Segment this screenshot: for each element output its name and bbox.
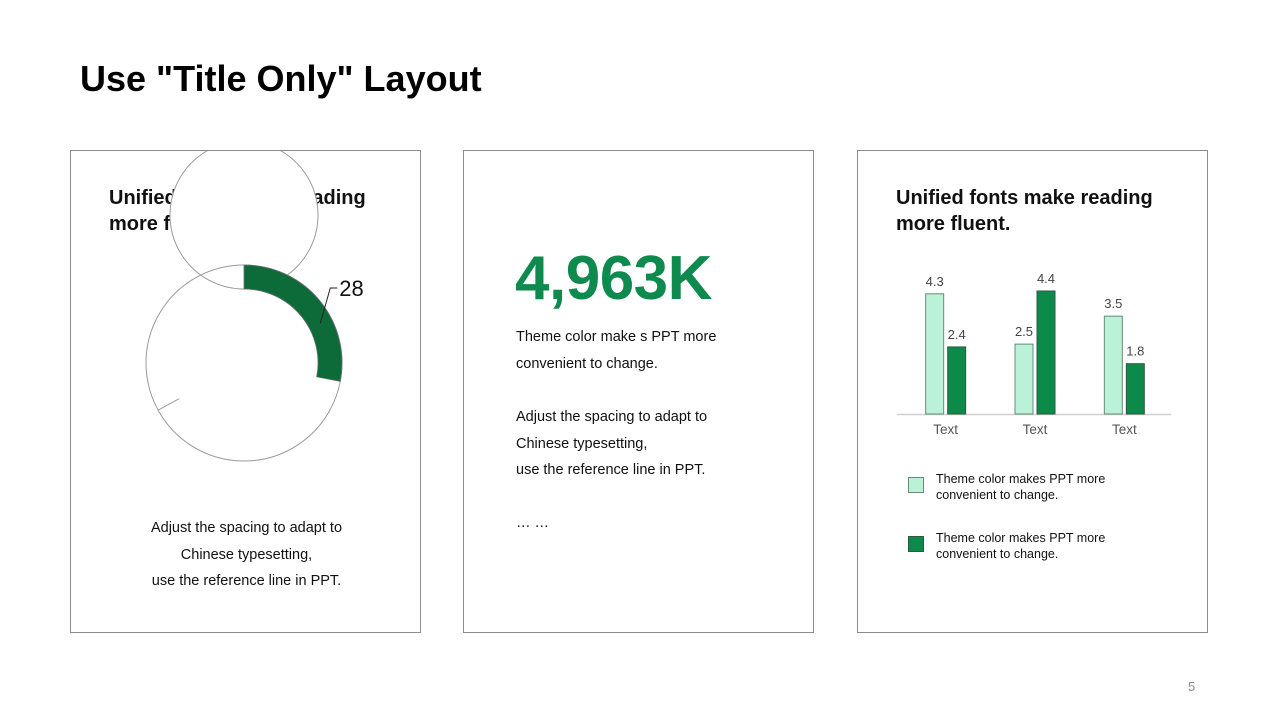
- data-label: 3.5: [1104, 296, 1122, 311]
- note-line1: Adjust the spacing to adapt to: [516, 409, 708, 425]
- legend-label: Theme color makes PPT more convenient to…: [936, 530, 1166, 562]
- stat-card: 4,963K Theme color make s PPT more conve…: [463, 150, 814, 633]
- donut-card: Unified fonts make reading more fluent. …: [70, 150, 421, 633]
- legend-swatch-light: [908, 477, 924, 493]
- bar-series1-cat1: [925, 293, 945, 415]
- x-tick-label: Text: [1023, 422, 1048, 437]
- x-tick-label: Text: [1112, 422, 1137, 437]
- legend-swatch-dark: [908, 536, 924, 552]
- bar-series1-cat2: [1014, 343, 1034, 415]
- stat-description: Theme color make s PPT more convenient t…: [516, 324, 796, 377]
- legend-label-line1: Theme color makes PPT more: [936, 472, 1106, 486]
- bar-series2-cat1: [947, 346, 967, 415]
- legend-label-line2: convenient to change.: [936, 547, 1059, 561]
- note-line2: Chinese typesetting,: [516, 435, 648, 452]
- card-heading-line2: more fluent.: [896, 213, 1011, 235]
- note-line3: use the reference line in PPT.: [516, 462, 706, 478]
- big-number: 4,963K: [515, 244, 712, 313]
- legend-label-line2: convenient to change.: [936, 488, 1059, 502]
- bar-series1-cat3: [1103, 315, 1123, 415]
- stat-note: Adjust the spacing to adapt to Chinese t…: [516, 404, 796, 484]
- donut-segment-divider: [157, 398, 180, 411]
- data-label: 4.4: [1037, 271, 1055, 286]
- bar-chart-card: Unified fonts make reading more fluent. …: [857, 150, 1208, 633]
- caption-line1: Adjust the spacing to adapt to: [150, 520, 343, 536]
- caption-line2: Chinese typesetting,: [180, 546, 313, 563]
- bar-series2-cat3: [1125, 363, 1145, 415]
- slide-title: Use "Title Only" Layout: [80, 58, 482, 99]
- caption-line3: use the reference line in PPT.: [151, 573, 342, 589]
- data-label: 1.8: [1126, 344, 1144, 359]
- x-tick-label: Text: [933, 422, 958, 437]
- desc-line2: convenient to change.: [516, 355, 658, 372]
- donut-leader-line: [319, 287, 338, 324]
- data-label: 2.4: [948, 327, 966, 342]
- legend-label: Theme color makes PPT more convenient to…: [936, 471, 1166, 503]
- donut-value-label: 28: [339, 276, 363, 301]
- bar-series2-cat2: [1036, 290, 1056, 415]
- desc-line1: Theme color make s PPT more: [516, 329, 717, 345]
- data-label: 4.3: [926, 274, 944, 289]
- donut-caption: Adjust the spacing to adapt to Chinese t…: [71, 515, 422, 595]
- card-heading-line1: Unified fonts make reading: [896, 187, 1153, 209]
- legend-label-line1: Theme color makes PPT more: [936, 531, 1106, 545]
- donut-chart: 28: [145, 151, 364, 462]
- bar-chart: 4.3 2.4 Text 2.5 4.4 Text 3.5 1.8 Text: [897, 271, 1171, 437]
- page-number: 5: [1188, 679, 1196, 694]
- data-label: 2.5: [1015, 324, 1033, 339]
- donut-value-arc: [243, 264, 343, 382]
- ellipsis: … …: [516, 515, 550, 531]
- card-heading: Unified fonts make reading more fluent.: [896, 185, 1196, 237]
